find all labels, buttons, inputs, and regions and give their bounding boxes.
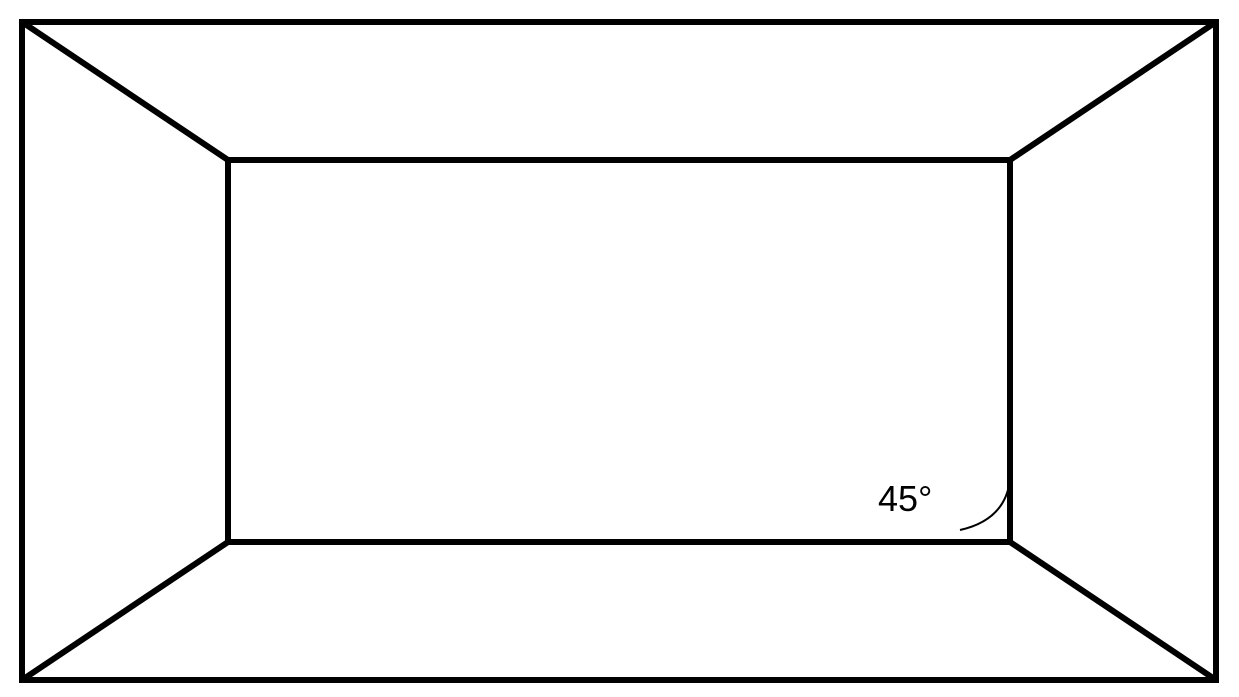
angle-arc <box>960 480 1010 530</box>
angle-label: 45° <box>878 478 932 520</box>
diagonal-bottom-right <box>1010 542 1216 680</box>
diagonal-bottom-left <box>22 542 228 680</box>
frustum-diagram <box>0 0 1239 697</box>
diagram-container: 45° <box>0 0 1239 697</box>
diagonal-top-left <box>22 22 228 160</box>
diagonal-top-right <box>1010 22 1216 160</box>
outer-rectangle <box>22 22 1216 680</box>
